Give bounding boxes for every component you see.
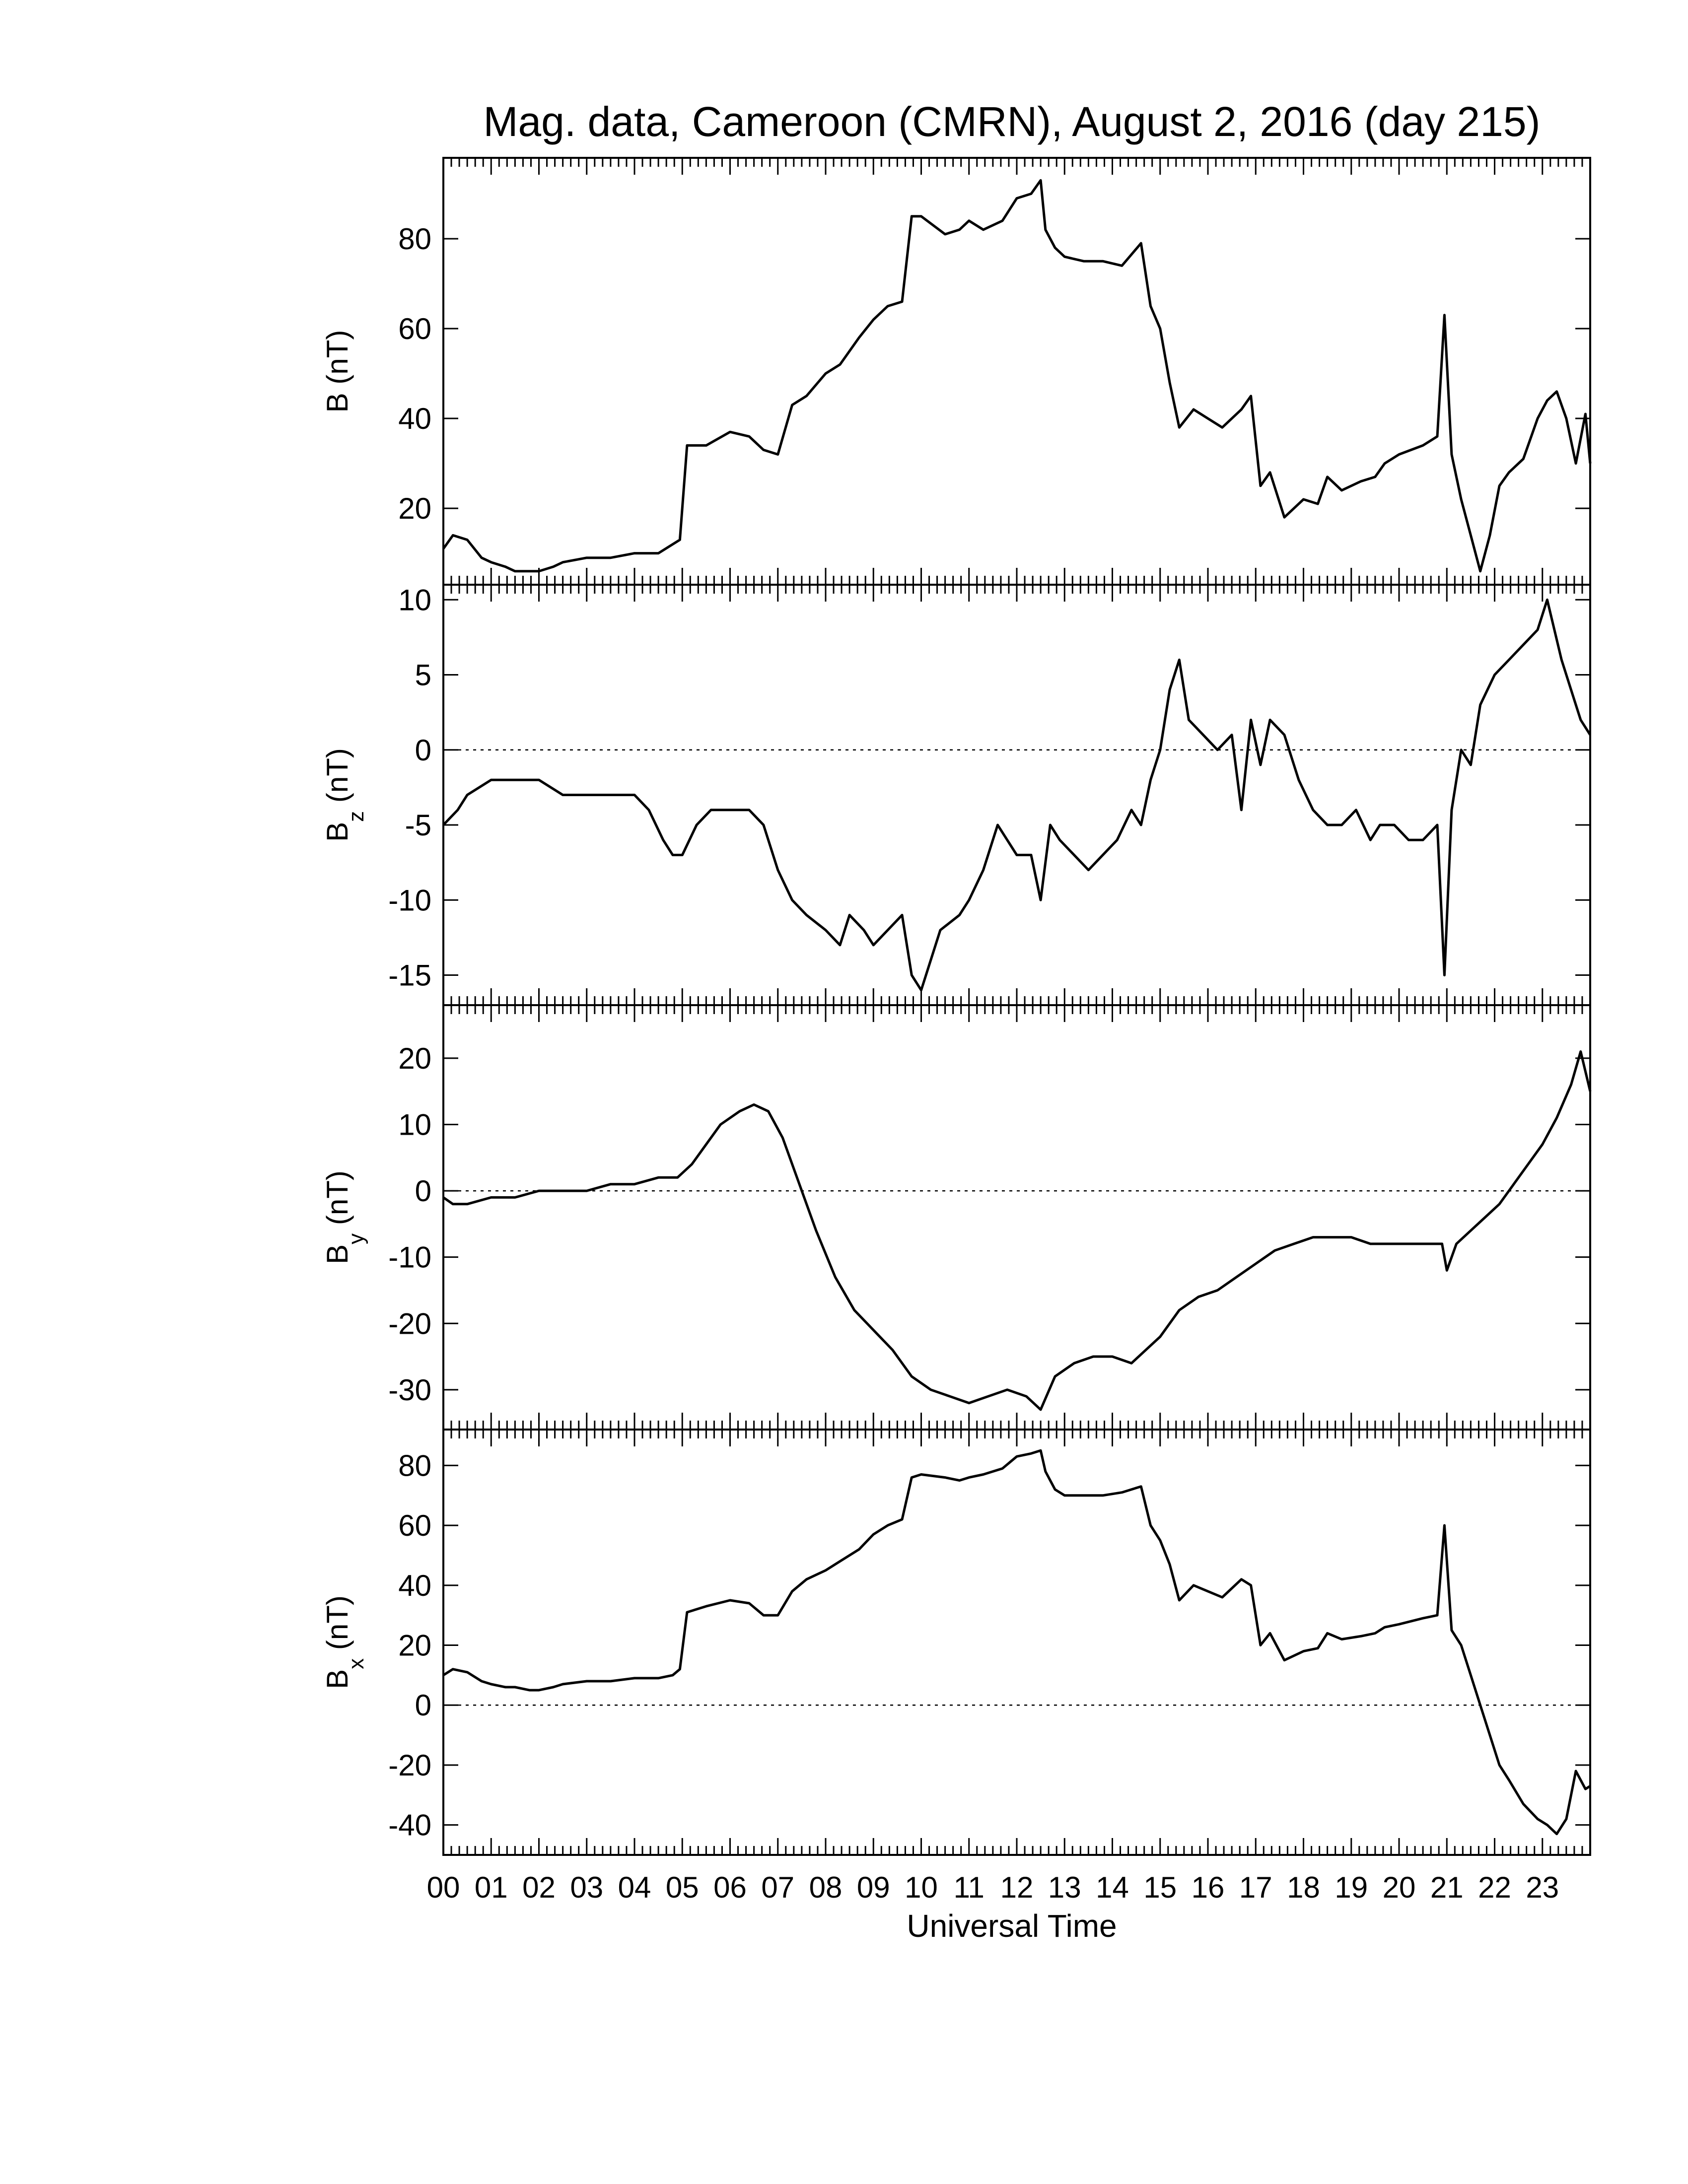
x-tick-label: 12: [1000, 1871, 1034, 1904]
x-tick-label: 18: [1287, 1871, 1320, 1904]
y-axis-label-unit: (nT): [321, 1170, 354, 1233]
y-tick-label: 10: [398, 1108, 431, 1141]
y-tick-label: -40: [388, 1809, 431, 1842]
x-tick-label: 10: [905, 1871, 938, 1904]
y-tick-label: 20: [398, 492, 431, 525]
x-tick-label: 21: [1430, 1871, 1464, 1904]
panel-frame: [442, 1429, 1591, 1856]
y-tick-label: 40: [398, 1569, 431, 1602]
y-tick-label: -20: [388, 1307, 431, 1340]
y-tick-label: 20: [398, 1629, 431, 1662]
y-axis-label-unit: (nT): [321, 1595, 354, 1658]
x-tick-label: 03: [570, 1871, 603, 1904]
y-tick-label: 80: [398, 222, 431, 256]
x-tick-label: 22: [1478, 1871, 1511, 1904]
y-tick-label: -10: [388, 1241, 431, 1274]
y-tick-label: 10: [398, 583, 431, 616]
y-axis-label: B (nT): [321, 330, 354, 413]
x-axis-label: Universal Time: [907, 1908, 1117, 1944]
y-tick-label: 0: [415, 1689, 431, 1722]
x-tick-label: 05: [666, 1871, 699, 1904]
y-tick-label: -5: [405, 809, 431, 842]
y-axis-label-main: B: [321, 1669, 354, 1689]
y-tick-label: -20: [388, 1749, 431, 1782]
y-axis-label-main: B: [321, 1244, 354, 1264]
y-tick-label: 20: [398, 1042, 431, 1075]
x-tick-label: 19: [1335, 1871, 1368, 1904]
y-axis-label-subscript: y: [344, 1233, 368, 1244]
x-tick-label: 04: [618, 1871, 651, 1904]
x-tick-label: 14: [1096, 1871, 1129, 1904]
y-axis-label: Bz (nT): [321, 748, 368, 842]
y-axis-label-main: B: [321, 822, 354, 842]
x-tick-label: 11: [954, 1871, 985, 1904]
x-tick-label: 20: [1383, 1871, 1416, 1904]
y-tick-label: 0: [415, 734, 431, 767]
series-line: [442, 179, 1592, 573]
chart-title: Mag. data, Cameroon (CMRN), August 2, 20…: [483, 98, 1540, 145]
x-tick-label: 15: [1143, 1871, 1177, 1904]
x-tick-label: 00: [427, 1871, 460, 1904]
panel-3: -30 -20 -10 0 10 20 By (nT): [321, 1004, 1592, 1431]
y-tick-label: 40: [398, 402, 431, 435]
x-tick-label: 17: [1239, 1871, 1272, 1904]
x-tick-label: 09: [857, 1871, 890, 1904]
panel-2: -15 -10 -5 0 5 10 Bz (nT): [321, 583, 1592, 1006]
y-axis-label-subscript: x: [344, 1658, 368, 1669]
x-tick-label: 06: [713, 1871, 747, 1904]
y-axis-label-unit: (nT): [321, 330, 354, 393]
panel-4: -40 -20 0 20 40 60 80 Bx (nT): [321, 1429, 1591, 1856]
y-tick-label: -10: [388, 884, 431, 917]
y-axis-label-main: B: [321, 393, 354, 412]
y-tick-label: 0: [415, 1174, 431, 1208]
y-tick-label: 80: [398, 1449, 431, 1482]
y-tick-label: -15: [388, 959, 431, 992]
x-tick-label: 07: [761, 1871, 794, 1904]
x-tick-label: 23: [1526, 1871, 1559, 1904]
y-axis-label-unit: (nT): [321, 748, 354, 811]
y-axis-label: By (nT): [321, 1170, 368, 1264]
x-tick-label: 08: [809, 1871, 843, 1904]
y-axis-label-subscript: z: [344, 811, 368, 822]
y-tick-label: -30: [388, 1373, 431, 1407]
y-axis-label: Bx (nT): [321, 1595, 368, 1689]
y-tick-label: 60: [398, 312, 431, 345]
x-tick-label: 13: [1048, 1871, 1081, 1904]
x-tick-label: 02: [522, 1871, 556, 1904]
series-line: [442, 598, 1592, 992]
series-line: [442, 1449, 1591, 1836]
x-axis-tick-labels: 00 01 02 03 04 05 06 07 08 09 10 11 12 13 14 15 16 17 18 19…: [427, 1871, 1559, 1904]
y-tick-label: 60: [398, 1509, 431, 1542]
x-tick-label: 16: [1192, 1871, 1225, 1904]
y-tick-label: 5: [415, 659, 431, 692]
x-tick-label: 01: [475, 1871, 508, 1904]
series-line: [442, 1050, 1592, 1411]
